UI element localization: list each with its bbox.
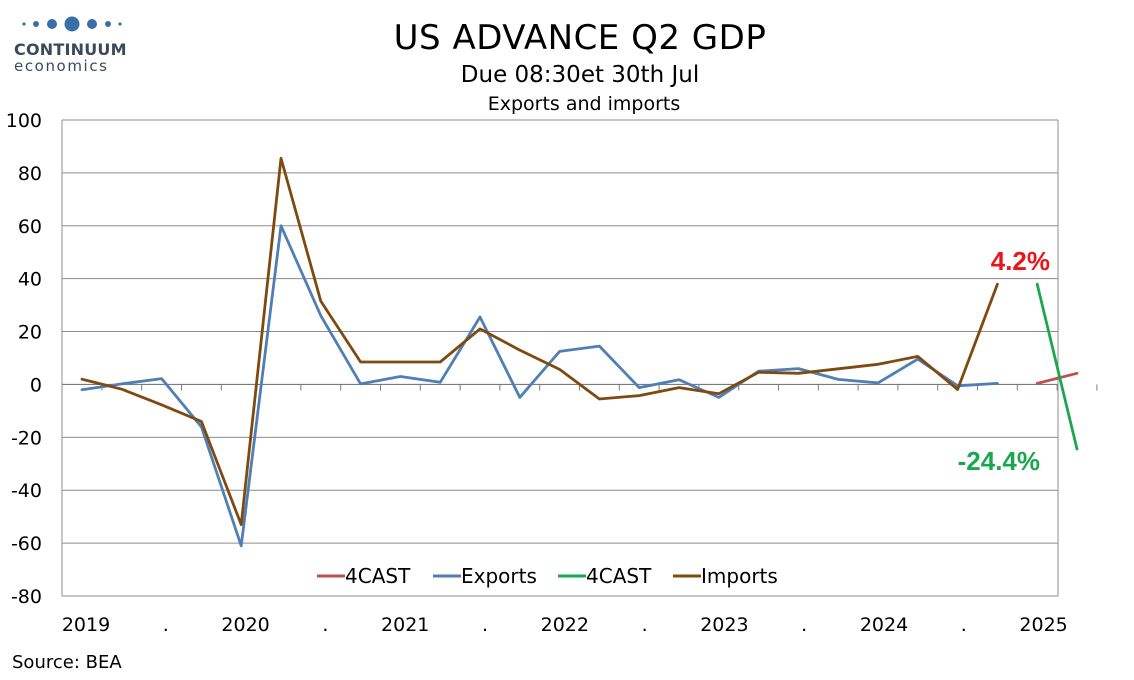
series-line-forecast_imports [1035,282,1079,451]
logo-word: CONTINUUM [14,40,127,59]
x-tick-label: . [642,614,648,636]
source-note: Source: BEA [12,652,122,673]
x-tick-label: . [801,614,807,636]
y-tick-label: -20 [11,427,42,449]
legend-label-forecast_imports: 4CAST [586,564,652,588]
logo-subword: economics [14,57,109,75]
x-tick-label: 2023 [700,614,748,636]
chart-subsubtitle: Exports and imports [487,93,681,115]
x-tick-label: . [322,614,328,636]
x-tick-label: . [163,614,169,636]
y-tick-label: 0 [30,374,42,396]
x-tick-label: . [961,614,967,636]
legend-label-imports: Imports [701,564,778,588]
y-tick-label: -60 [11,533,42,555]
y-tick-label: -40 [11,480,42,502]
chart-title: US ADVANCE Q2 GDP [393,18,767,58]
series-line-imports [80,156,999,526]
series-line-exports [80,224,999,548]
y-tick-label: 60 [18,216,42,238]
annotation-exports-forecast: 4.2% [991,246,1050,276]
logo-dots-icon [22,16,122,32]
x-tick-label: 2019 [62,614,110,636]
x-tick-label: 2020 [221,614,269,636]
y-tick-label: 100 [6,110,42,132]
y-tick-label: -80 [11,586,42,608]
legend-label-forecast_exports: 4CAST [345,564,411,588]
y-tick-label: 40 [18,269,42,291]
continuum-logo: CONTINUUM economics [14,14,134,75]
x-tick-label: 2021 [381,614,429,636]
y-tick-label: 80 [18,163,42,185]
x-tick-label: . [482,614,488,636]
x-tick-label: 2022 [541,614,589,636]
x-tick-label: 2025 [1019,614,1067,636]
y-tick-label: 20 [18,322,42,344]
series-line-forecast_exports [1035,371,1079,385]
annotation-imports-forecast: -24.4% [958,446,1040,476]
chart-subtitle: Due 08:30et 30th Jul [460,62,700,88]
legend-label-exports: Exports [461,564,537,588]
x-tick-label: 2024 [860,614,908,636]
